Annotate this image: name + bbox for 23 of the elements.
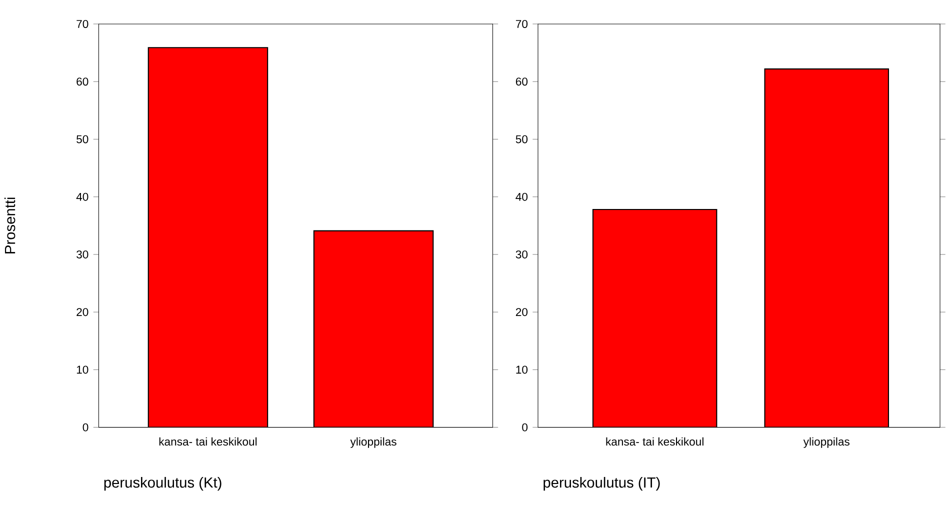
- y-tick-label: 40: [516, 192, 528, 201]
- y-tick-label: 40: [76, 192, 88, 201]
- x-axis-title: peruskoulutus (IT): [544, 476, 660, 491]
- y-tick-label: 30: [516, 250, 528, 258]
- y-tick-label: 50: [76, 135, 88, 144]
- x-axis-title: peruskoulutus (Kt): [104, 476, 222, 491]
- y-tick-label: 0: [522, 423, 528, 432]
- y-tick-label: 60: [76, 78, 88, 86]
- y-tick-label: 70: [76, 20, 88, 28]
- y-tick-label: 10: [76, 366, 88, 374]
- y-tick-label: 20: [76, 308, 88, 316]
- y-tick-label: 60: [516, 78, 528, 86]
- y-tick-label: 10: [516, 366, 528, 374]
- x-tick-label: ylioppilas: [350, 437, 396, 448]
- y-tick-label: 20: [516, 308, 528, 316]
- y-tick-label: 0: [82, 423, 88, 432]
- x-tick-label: ylioppilas: [803, 437, 850, 448]
- y-axis-title: Prosentti: [4, 198, 16, 254]
- x-tick-label: kansa- tai keskikoul: [606, 437, 704, 446]
- y-tick-label: 70: [516, 20, 528, 28]
- x-tick-label: kansa- tai keskikoul: [159, 437, 257, 446]
- y-tick-label: 30: [76, 250, 88, 258]
- y-tick-label: 50: [516, 135, 528, 144]
